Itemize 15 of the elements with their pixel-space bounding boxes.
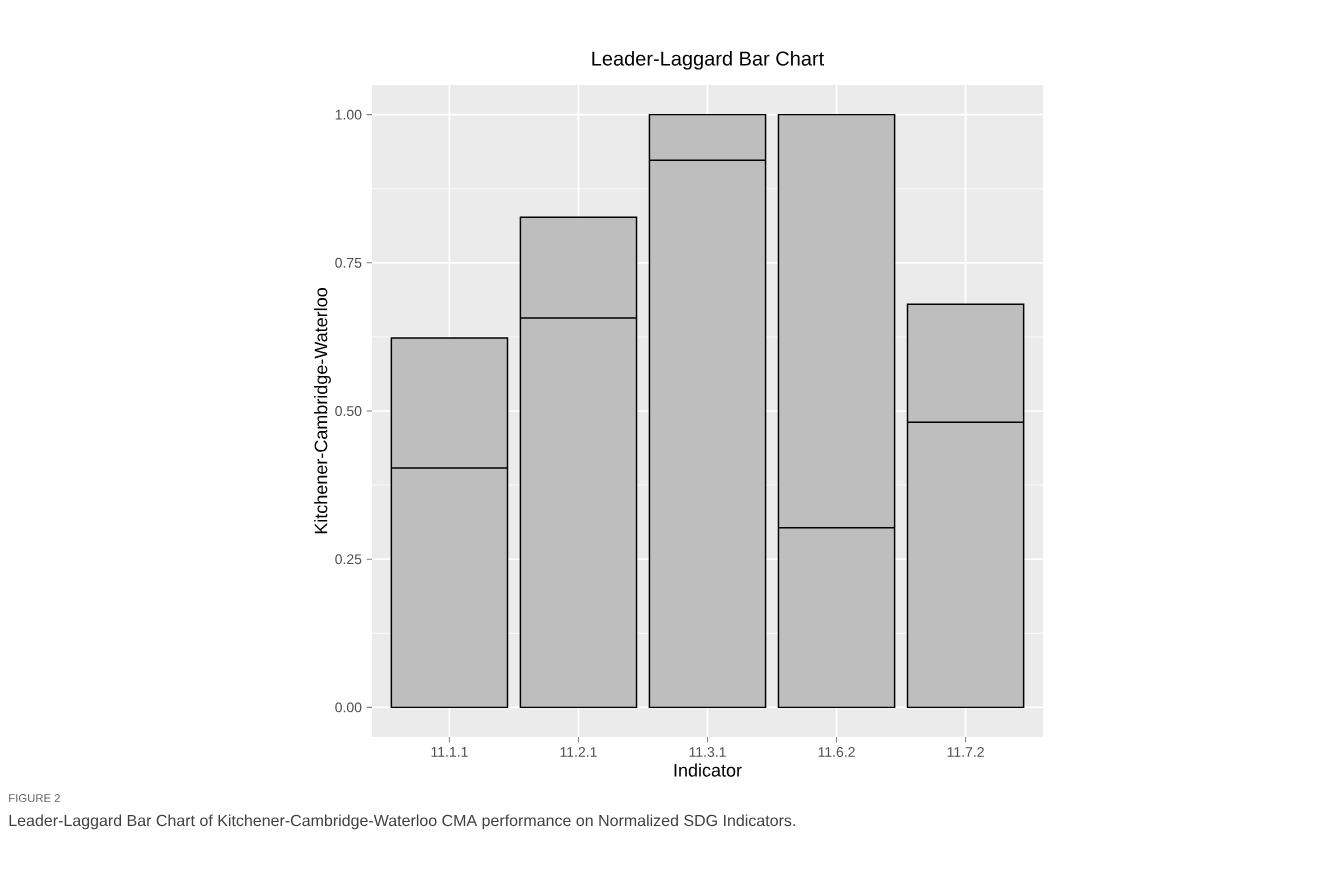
y-tick-label: 0.50 (335, 406, 362, 416)
text: Leader-Laggard Bar Chart of Kitchener-Cambridge-Waterloo CMA performance on Normalized SDG Indicators. (9, 814, 795, 830)
x-tick-label: 11.1.1 (431, 747, 468, 757)
x-tick-label: 11.7.2 (947, 747, 984, 757)
x-tick-label: 11.6.2 (818, 747, 855, 757)
x-tick-label: 11.2.1 (560, 747, 597, 757)
x-axis-title: Indicator (674, 763, 742, 777)
y-tick-label: 0.75 (335, 257, 362, 268)
y-tick-label: 0.00 (335, 702, 362, 713)
x-tick-label: 11.3.1 (689, 747, 726, 757)
y-tick-label: 1.00 (335, 109, 362, 120)
caption: FIGURE 2 (9, 794, 60, 803)
chart-title: Leader-Laggard Bar Chart (592, 50, 825, 70)
y-tick-label: 0.25 (335, 554, 362, 565)
y-axis-title: Kitchener-Cambridge-Waterloo (314, 288, 331, 534)
